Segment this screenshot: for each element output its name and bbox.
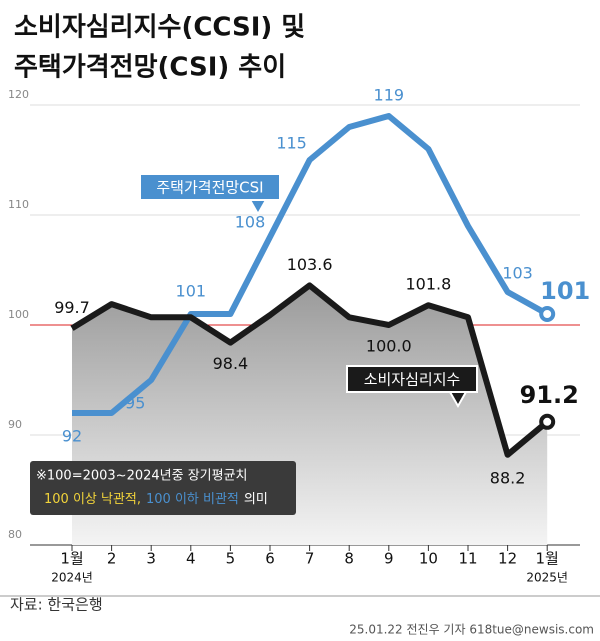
chart-title: 주택가격전망(CSI) 추이 [14,53,286,83]
end-point [539,306,556,322]
legend-box [139,173,281,217]
legend-label: 주택가격전망CSI [156,179,263,197]
y-tick-label: 90 [8,418,22,431]
x-year-label: 2024년 [51,571,93,585]
legend-label: 소비자심리지수 [364,371,461,389]
value-label: 95 [125,394,145,413]
x-tick-label: 1월 [60,550,83,568]
x-tick-label: 4 [186,550,196,568]
y-tick-label: 110 [8,198,29,211]
x-tick-label: 8 [344,550,354,568]
value-label: 91.2 [520,381,579,409]
series-line [72,113,549,416]
x-tick-label: 5 [226,550,236,568]
legend-box [346,365,478,409]
y-tick-label: 100 [8,308,29,321]
credit: 25.01.22 전진우 기자 618tue@newsis.com [349,623,594,637]
x-tick-label: 10 [419,550,438,568]
value-label: 88.2 [490,468,526,487]
y-tick-label: 120 [8,88,29,101]
x-year-label: 2025년 [526,571,568,585]
x-tick-label: 7 [305,550,315,568]
value-label: 101 [176,282,207,301]
source: 자료: 한국은행 [10,596,103,614]
x-tick-label: 6 [265,550,275,568]
note-box [30,461,296,515]
note-part: 의미 [244,492,268,507]
note-text: ※100=2003~2024년중 장기평균치 [36,469,248,484]
value-label: 92 [62,427,82,446]
value-label: 115 [276,134,307,153]
y-tick-label: 80 [8,528,22,541]
value-label: 101 [540,277,590,305]
value-label: 99.7 [54,298,90,317]
value-label: 100.0 [366,337,412,356]
x-tick-label: 11 [458,550,477,568]
note-part: 100 이상 낙관적, [44,492,141,507]
value-label: 103 [502,264,533,283]
x-tick-label: 1월 [536,550,559,568]
value-label: 103.6 [287,255,333,274]
x-tick-label: 12 [498,550,517,568]
note-text: 100 이상 낙관적, 100 이하 비관적 의미 [44,492,268,507]
end-point [539,413,556,430]
value-label: 119 [374,86,405,105]
note-part: 100 이하 비관적 [146,492,239,507]
x-tick-label: 3 [146,550,156,568]
value-label: 101.8 [405,275,451,294]
x-tick-label: 2 [107,550,117,568]
series-line [70,282,550,458]
chart-title: 소비자심리지수(CCSI) 및 [14,13,305,43]
x-tick-label: 9 [384,550,394,568]
value-label: 108 [235,213,266,232]
value-label: 98.4 [213,354,249,373]
